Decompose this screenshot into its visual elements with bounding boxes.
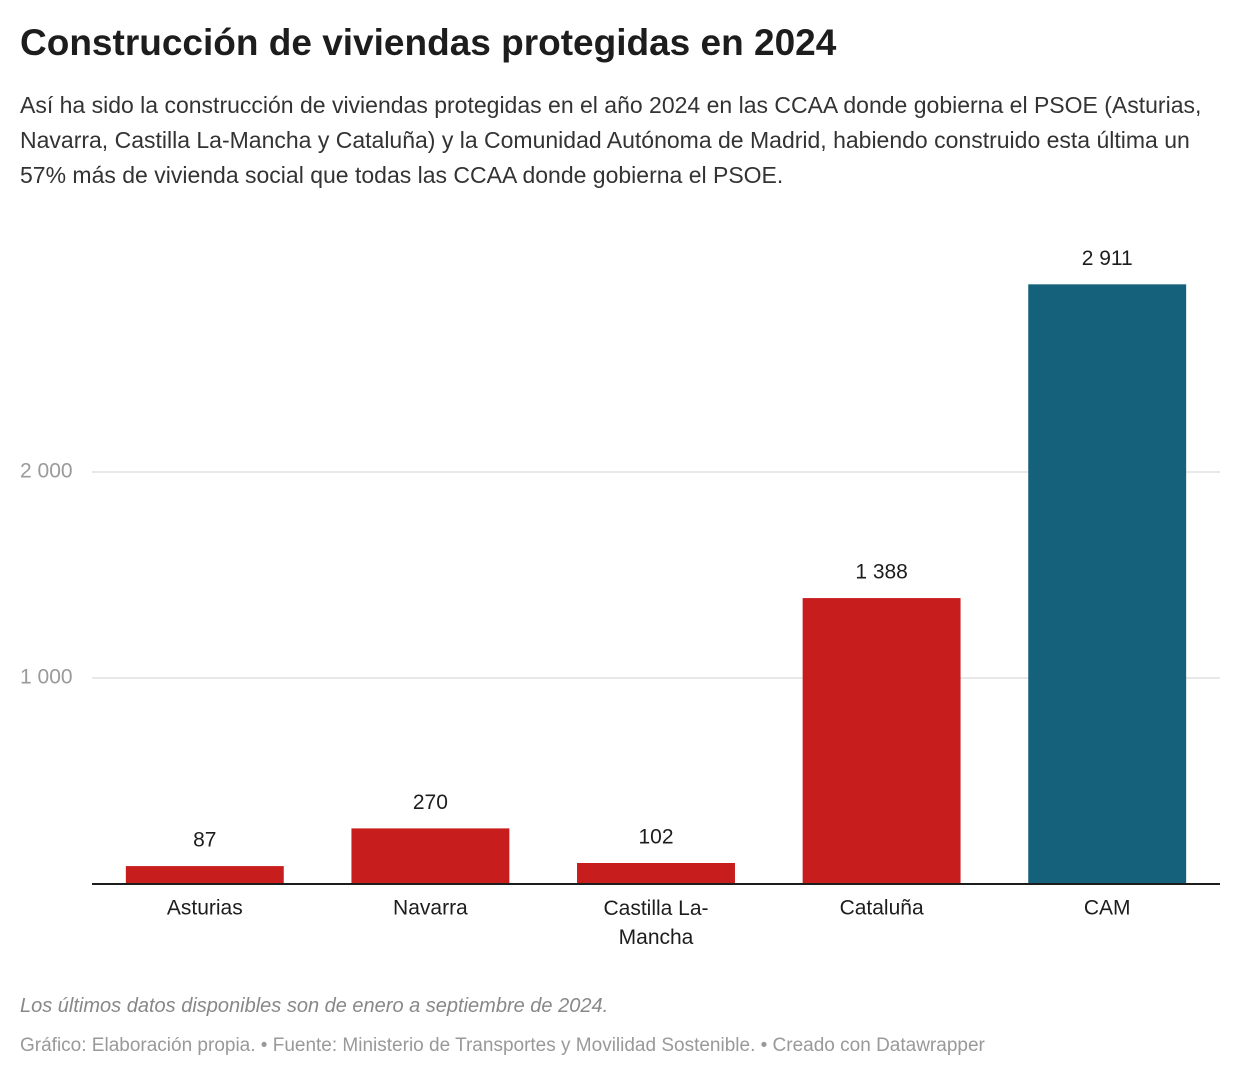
- x-tick-label: Castilla La-Mancha: [603, 897, 708, 949]
- credit: Gráfico: Elaboración propia. • Fuente: M…: [20, 1035, 985, 1056]
- value-label: 102: [638, 826, 673, 849]
- x-tick-label: Navarra: [393, 897, 468, 920]
- note: Los últimos datos disponibles son de ene…: [20, 995, 609, 1017]
- chart-title: Construcción de viviendas protegidas en …: [20, 22, 837, 63]
- chart-subtitle: Así ha sido la construcción de viviendas…: [20, 92, 1202, 188]
- y-tick-label: 1 000: [20, 666, 73, 689]
- value-label: 87: [193, 829, 216, 852]
- x-tick-label: CAM: [1084, 897, 1131, 920]
- y-tick-label: 2 000: [20, 460, 73, 483]
- bar: [351, 828, 510, 884]
- bar: [1028, 284, 1187, 885]
- value-label: 270: [413, 791, 448, 814]
- x-tick-label: Asturias: [167, 897, 243, 920]
- value-label: 2 911: [1082, 247, 1133, 270]
- value-label: 1 388: [855, 561, 908, 584]
- x-tick-label: Cataluña: [840, 897, 924, 920]
- bar: [802, 598, 961, 884]
- bar: [125, 866, 284, 884]
- bar: [577, 862, 735, 884]
